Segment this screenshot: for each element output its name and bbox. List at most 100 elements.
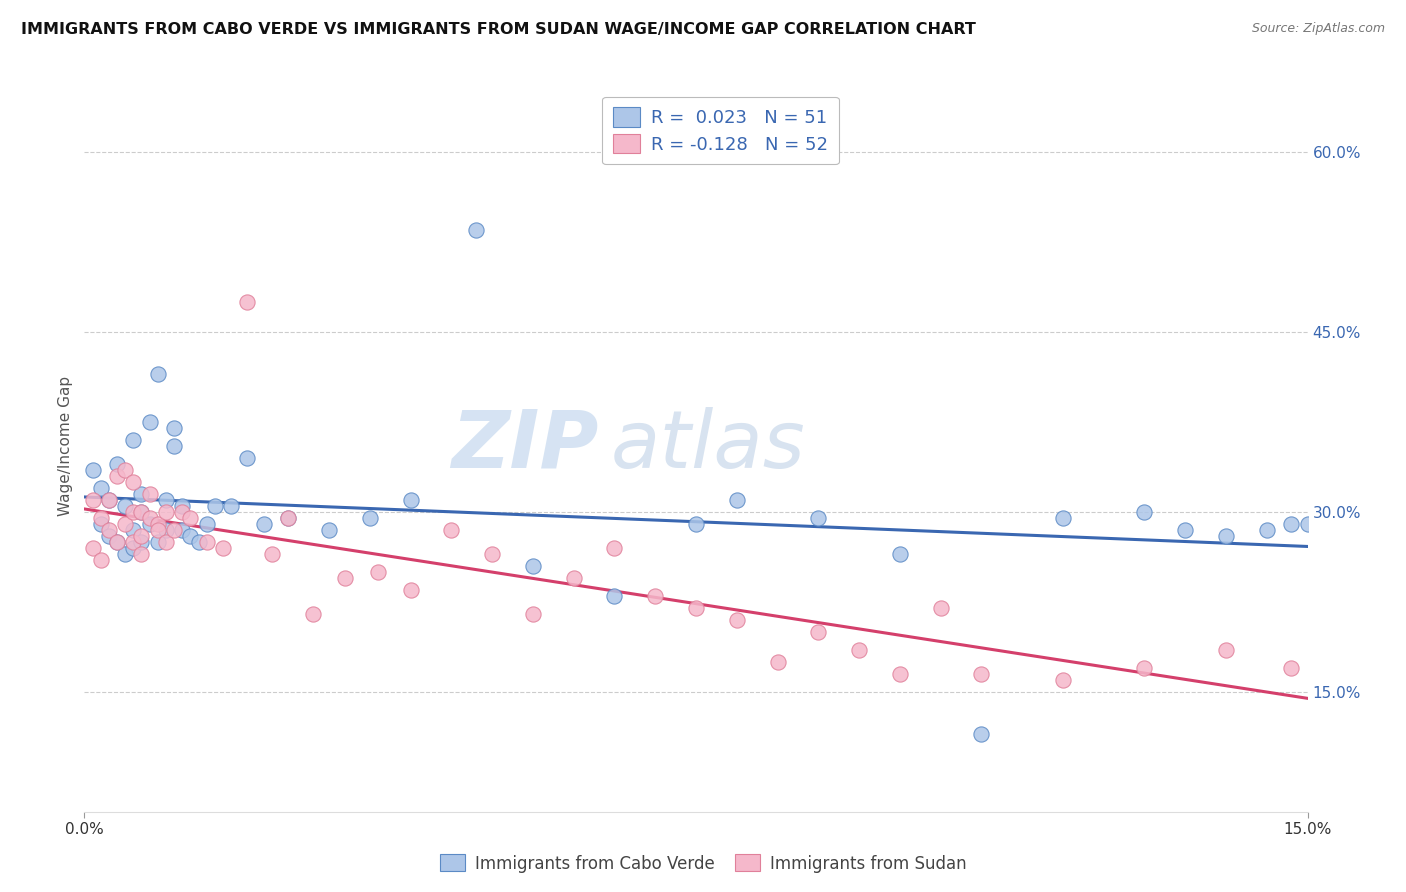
Point bbox=[318, 523, 340, 537]
Point bbox=[260, 547, 283, 561]
Point bbox=[114, 547, 136, 561]
Legend: R =  0.023   N = 51, R = -0.128   N = 52: R = 0.023 N = 51, R = -0.128 N = 52 bbox=[602, 96, 839, 164]
Point bbox=[97, 529, 120, 543]
Point bbox=[122, 433, 145, 447]
Point bbox=[1174, 523, 1197, 537]
Point bbox=[146, 367, 169, 381]
Point bbox=[146, 523, 169, 537]
Point bbox=[1133, 505, 1156, 519]
Point bbox=[172, 499, 194, 513]
Text: atlas: atlas bbox=[610, 407, 806, 485]
Point bbox=[131, 505, 153, 519]
Point bbox=[146, 516, 169, 531]
Point bbox=[970, 666, 993, 681]
Point bbox=[122, 535, 145, 549]
Point bbox=[97, 523, 120, 537]
Point bbox=[131, 529, 153, 543]
Point bbox=[889, 666, 911, 681]
Point bbox=[155, 505, 177, 519]
Point bbox=[1052, 511, 1074, 525]
Point bbox=[122, 505, 145, 519]
Point bbox=[114, 463, 136, 477]
Legend: Immigrants from Cabo Verde, Immigrants from Sudan: Immigrants from Cabo Verde, Immigrants f… bbox=[433, 847, 973, 880]
Point bbox=[82, 463, 104, 477]
Point bbox=[644, 589, 666, 603]
Y-axis label: Wage/Income Gap: Wage/Income Gap bbox=[58, 376, 73, 516]
Point bbox=[970, 727, 993, 741]
Text: IMMIGRANTS FROM CABO VERDE VS IMMIGRANTS FROM SUDAN WAGE/INCOME GAP CORRELATION : IMMIGRANTS FROM CABO VERDE VS IMMIGRANTS… bbox=[21, 22, 976, 37]
Point bbox=[131, 547, 153, 561]
Point bbox=[725, 613, 748, 627]
Point bbox=[172, 505, 194, 519]
Point bbox=[1052, 673, 1074, 687]
Point bbox=[163, 439, 186, 453]
Text: ZIP: ZIP bbox=[451, 407, 598, 485]
Point bbox=[399, 492, 422, 507]
Point bbox=[105, 535, 128, 549]
Point bbox=[277, 511, 299, 525]
Point bbox=[187, 535, 209, 549]
Point bbox=[138, 511, 160, 525]
Point bbox=[301, 607, 323, 621]
Point bbox=[122, 541, 145, 555]
Point bbox=[179, 529, 201, 543]
Point bbox=[131, 535, 153, 549]
Point bbox=[1279, 661, 1302, 675]
Point bbox=[236, 450, 259, 465]
Point bbox=[685, 516, 707, 531]
Point bbox=[179, 511, 201, 525]
Point bbox=[90, 511, 112, 525]
Point bbox=[97, 492, 120, 507]
Point bbox=[105, 469, 128, 483]
Point bbox=[399, 582, 422, 597]
Point bbox=[90, 516, 112, 531]
Point bbox=[1215, 529, 1237, 543]
Point bbox=[212, 541, 235, 555]
Point bbox=[131, 505, 153, 519]
Point bbox=[163, 421, 186, 435]
Point bbox=[522, 607, 544, 621]
Point bbox=[766, 655, 789, 669]
Point bbox=[97, 492, 120, 507]
Point bbox=[114, 516, 136, 531]
Point bbox=[82, 541, 104, 555]
Point bbox=[253, 516, 276, 531]
Point bbox=[1133, 661, 1156, 675]
Point bbox=[138, 487, 160, 501]
Point bbox=[204, 499, 226, 513]
Point bbox=[335, 571, 357, 585]
Point bbox=[848, 643, 870, 657]
Point bbox=[725, 492, 748, 507]
Point bbox=[219, 499, 242, 513]
Point bbox=[138, 415, 160, 429]
Point bbox=[603, 589, 626, 603]
Point bbox=[1279, 516, 1302, 531]
Point bbox=[236, 295, 259, 310]
Point bbox=[82, 492, 104, 507]
Point bbox=[90, 553, 112, 567]
Point bbox=[1215, 643, 1237, 657]
Point bbox=[359, 511, 381, 525]
Point bbox=[114, 499, 136, 513]
Point bbox=[1256, 523, 1278, 537]
Point bbox=[155, 523, 177, 537]
Point bbox=[481, 547, 503, 561]
Point bbox=[807, 511, 830, 525]
Point bbox=[1296, 516, 1319, 531]
Point bbox=[195, 516, 218, 531]
Point bbox=[163, 523, 186, 537]
Point bbox=[464, 223, 486, 237]
Point bbox=[277, 511, 299, 525]
Point bbox=[807, 624, 830, 639]
Point bbox=[105, 535, 128, 549]
Point bbox=[440, 523, 463, 537]
Point bbox=[122, 523, 145, 537]
Point bbox=[138, 516, 160, 531]
Point bbox=[367, 565, 389, 579]
Point bbox=[195, 535, 218, 549]
Point bbox=[146, 535, 169, 549]
Point bbox=[105, 457, 128, 471]
Point bbox=[131, 487, 153, 501]
Point bbox=[122, 475, 145, 489]
Point bbox=[685, 600, 707, 615]
